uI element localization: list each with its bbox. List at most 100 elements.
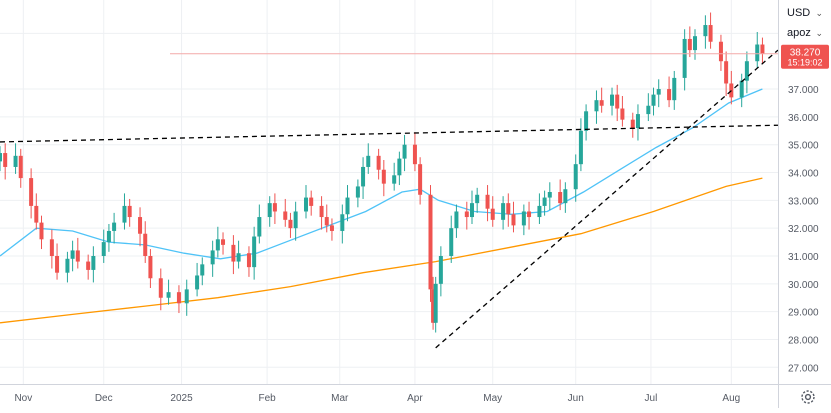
- candle-body: [324, 217, 329, 226]
- candle-body: [485, 194, 490, 209]
- candle-body: [122, 205, 127, 223]
- y-tick-label: 28.000: [788, 335, 819, 346]
- candle-body: [693, 36, 698, 51]
- candle-body: [724, 61, 729, 84]
- candle-body: [143, 233, 148, 256]
- ma-slow-line: [0, 177, 763, 324]
- candle-body: [651, 94, 656, 106]
- candle-body: [438, 256, 443, 284]
- ma-fast-line: [0, 88, 763, 260]
- candle-body: [283, 211, 288, 220]
- candle-body: [521, 211, 526, 226]
- bar-countdown: 15:19:02: [787, 58, 822, 68]
- candle-body: [412, 144, 417, 165]
- candle-body: [55, 256, 60, 273]
- x-tick-label: Mar: [331, 393, 349, 404]
- trendline: [435, 49, 779, 349]
- moving-averages: [0, 88, 763, 324]
- y-tick-label: 29.000: [788, 308, 819, 319]
- y-tick-label: 36.000: [788, 113, 819, 124]
- candle-body: [3, 153, 8, 167]
- candle-body: [537, 205, 542, 218]
- y-tick-label: 31.000: [788, 252, 819, 263]
- candle-body: [397, 158, 402, 176]
- currency-select[interactable]: USD ⌄: [783, 4, 827, 22]
- candle-body: [449, 228, 454, 256]
- candle-body: [744, 61, 749, 81]
- candle-body: [221, 239, 226, 245]
- candle-body: [584, 111, 589, 131]
- candle-body: [418, 164, 423, 195]
- candle-body: [366, 155, 371, 167]
- trendline: [0, 124, 779, 143]
- x-tick-label: Apr: [407, 393, 423, 404]
- candle-body: [361, 166, 366, 187]
- candle-body: [158, 278, 163, 298]
- candle-body: [475, 194, 480, 204]
- candle-body: [195, 275, 200, 290]
- candle-body: [272, 203, 277, 212]
- candle-body: [200, 264, 205, 276]
- candle-body: [293, 211, 298, 229]
- candle-body: [428, 194, 433, 290]
- candle-body: [127, 205, 132, 218]
- candle-body: [610, 94, 615, 106]
- candle-body: [252, 236, 257, 268]
- candle-body: [635, 114, 640, 128]
- y-tick-label: 33.000: [788, 196, 819, 207]
- candle-body: [656, 89, 661, 95]
- scale-mode-select[interactable]: apoz ⌄: [783, 24, 827, 42]
- candle-body: [257, 217, 262, 237]
- candle-body: [703, 25, 708, 37]
- candle-body: [304, 197, 309, 212]
- gear-icon[interactable]: [800, 389, 816, 405]
- y-tick-label: 30.000: [788, 280, 819, 291]
- candle-body: [376, 155, 381, 170]
- candle-body: [431, 289, 436, 323]
- candle-body: [578, 130, 583, 165]
- candle-body: [39, 222, 44, 240]
- chevron-down-icon: ⌄: [815, 7, 823, 18]
- candle-body: [246, 253, 251, 268]
- currency-label: USD: [787, 7, 811, 19]
- candle-body: [309, 197, 314, 206]
- candle-body: [563, 189, 568, 204]
- trendlines: [0, 49, 779, 349]
- candles: [0, 12, 765, 333]
- candle-body: [687, 38, 692, 51]
- candle-body: [65, 258, 70, 273]
- candle-body: [29, 178, 34, 206]
- candle-body: [86, 261, 91, 270]
- candle-body: [708, 25, 713, 42]
- chevron-down-icon: ⌄: [815, 27, 823, 38]
- candle-body: [345, 197, 350, 215]
- candle-body: [667, 89, 672, 101]
- candle-body: [288, 219, 293, 229]
- x-tick-label: Jun: [568, 393, 584, 404]
- candle-body: [166, 292, 171, 298]
- candle-body: [236, 253, 241, 262]
- candle-body: [739, 80, 744, 98]
- candle-body: [672, 77, 677, 101]
- candle-body: [0, 153, 2, 162]
- y-tick-label: 32.000: [788, 224, 819, 235]
- candle-body: [215, 239, 220, 251]
- candle-body: [511, 214, 516, 226]
- x-tick-label: May: [483, 393, 502, 404]
- candle-body: [454, 211, 459, 229]
- candle-body: [138, 217, 143, 234]
- last-price-badge: [781, 44, 829, 69]
- candle-body: [490, 208, 495, 220]
- candle-body: [682, 38, 687, 78]
- candle-body: [620, 108, 625, 120]
- candle-body: [34, 205, 39, 223]
- x-tick-label: 2025: [170, 393, 193, 404]
- x-tick-label: Nov: [14, 393, 32, 404]
- candle-body: [106, 230, 111, 243]
- candle-body: [501, 203, 506, 220]
- y-tick-label: 37.000: [788, 85, 819, 96]
- candle-body: [176, 292, 181, 304]
- candle-body: [18, 155, 23, 179]
